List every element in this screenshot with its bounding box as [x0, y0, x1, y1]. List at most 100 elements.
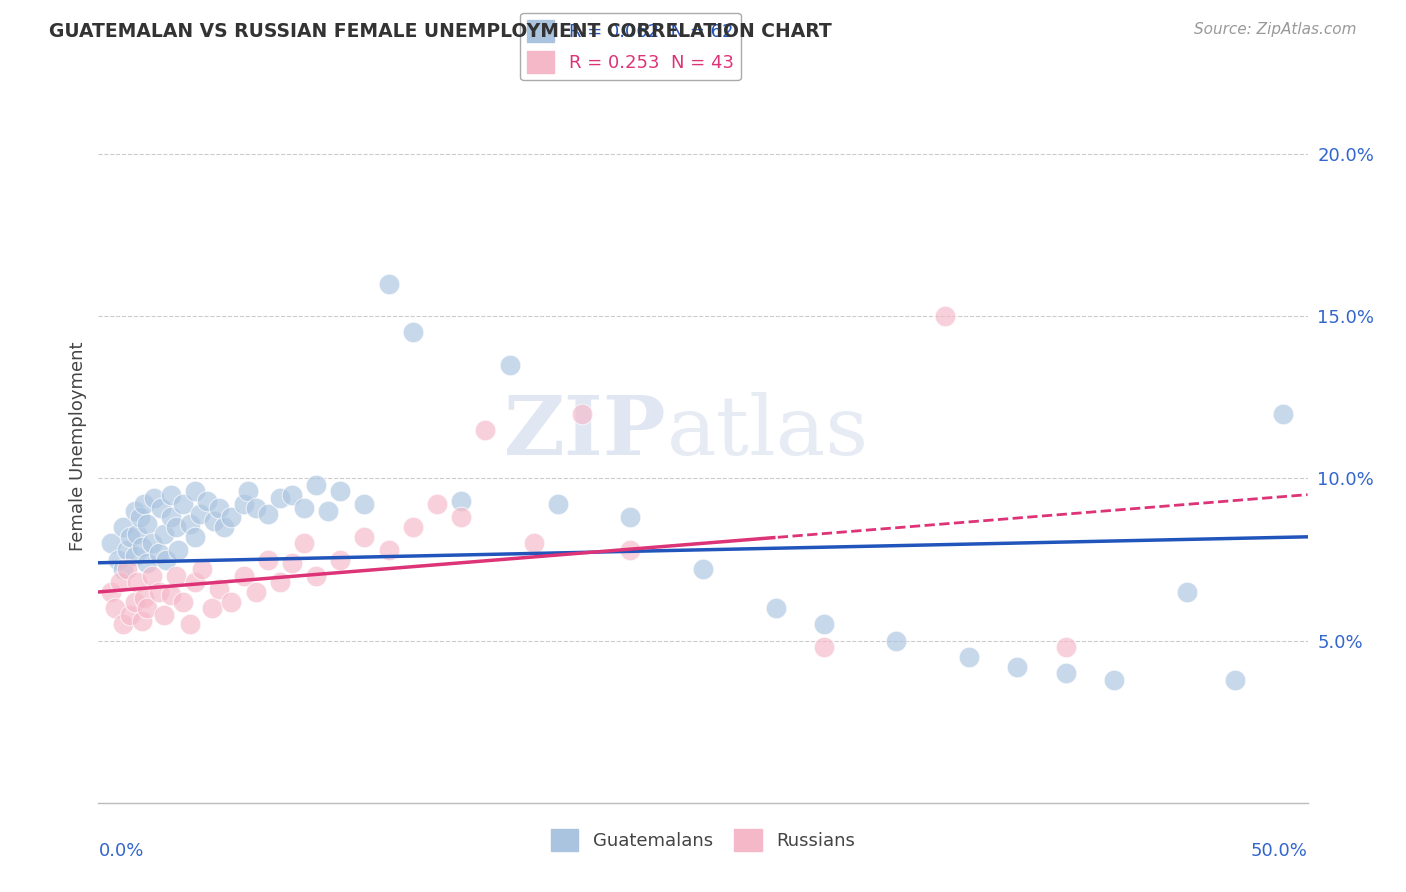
Point	[128, 510, 150, 524]
Point	[127, 575, 149, 590]
Point	[256, 552, 278, 566]
Point	[141, 536, 163, 550]
Text: 0.0%: 0.0%	[98, 842, 143, 860]
Point	[547, 497, 569, 511]
Point	[124, 504, 146, 518]
Point	[134, 497, 156, 511]
Point	[232, 497, 254, 511]
Point	[165, 520, 187, 534]
Point	[191, 562, 214, 576]
Point	[104, 601, 127, 615]
Text: GUATEMALAN VS RUSSIAN FEMALE UNEMPLOYMENT CORRELATION CHART: GUATEMALAN VS RUSSIAN FEMALE UNEMPLOYMEN…	[49, 22, 832, 41]
Point	[188, 507, 211, 521]
Point	[100, 585, 122, 599]
Y-axis label: Female Unemployment: Female Unemployment	[69, 342, 87, 550]
Point	[305, 478, 328, 492]
Point	[184, 575, 207, 590]
Point	[131, 614, 153, 628]
Point	[450, 510, 472, 524]
Point	[402, 326, 425, 340]
Point	[155, 552, 177, 566]
Point	[1007, 659, 1029, 673]
Point	[377, 277, 399, 291]
Text: ZIP: ZIP	[505, 392, 666, 472]
Point	[221, 595, 243, 609]
Point	[1272, 407, 1295, 421]
Point	[208, 500, 231, 515]
Point	[141, 568, 163, 582]
Point	[117, 542, 139, 557]
Point	[957, 649, 980, 664]
Point	[179, 617, 201, 632]
Point	[172, 497, 194, 511]
Point	[292, 500, 315, 515]
Point	[107, 552, 129, 566]
Point	[238, 484, 260, 499]
Legend: Guatemalans, Russians: Guatemalans, Russians	[544, 822, 862, 858]
Point	[269, 575, 291, 590]
Point	[100, 536, 122, 550]
Point	[256, 507, 278, 521]
Point	[160, 488, 183, 502]
Point	[111, 562, 134, 576]
Point	[148, 585, 170, 599]
Point	[117, 562, 139, 576]
Text: atlas: atlas	[666, 392, 869, 472]
Point	[245, 500, 267, 515]
Point	[212, 520, 235, 534]
Point	[108, 575, 131, 590]
Text: 50.0%: 50.0%	[1251, 842, 1308, 860]
Point	[179, 516, 201, 531]
Point	[353, 497, 375, 511]
Point	[377, 542, 399, 557]
Point	[450, 494, 472, 508]
Point	[886, 633, 908, 648]
Point	[118, 607, 141, 622]
Point	[765, 601, 787, 615]
Point	[208, 582, 231, 596]
Point	[160, 588, 183, 602]
Point	[165, 568, 187, 582]
Point	[160, 510, 183, 524]
Point	[402, 520, 425, 534]
Point	[195, 494, 218, 508]
Point	[813, 617, 835, 632]
Point	[152, 607, 174, 622]
Point	[124, 549, 146, 564]
Point	[523, 536, 546, 550]
Point	[305, 568, 328, 582]
Point	[111, 617, 134, 632]
Point	[131, 540, 153, 554]
Point	[167, 542, 190, 557]
Point	[281, 556, 304, 570]
Point	[1102, 673, 1125, 687]
Point	[111, 520, 134, 534]
Point	[934, 310, 956, 324]
Point	[1223, 673, 1246, 687]
Point	[127, 526, 149, 541]
Point	[281, 488, 304, 502]
Point	[184, 530, 207, 544]
Point	[134, 591, 156, 606]
Point	[184, 484, 207, 499]
Point	[204, 514, 226, 528]
Point	[1054, 666, 1077, 681]
Point	[135, 556, 157, 570]
Point	[353, 530, 375, 544]
Point	[143, 491, 166, 505]
Point	[148, 546, 170, 560]
Point	[135, 601, 157, 615]
Point	[692, 562, 714, 576]
Point	[498, 358, 520, 372]
Point	[813, 640, 835, 654]
Point	[245, 585, 267, 599]
Point	[1054, 640, 1077, 654]
Point	[118, 530, 141, 544]
Point	[619, 510, 641, 524]
Point	[316, 504, 339, 518]
Point	[329, 552, 352, 566]
Point	[269, 491, 291, 505]
Point	[124, 595, 146, 609]
Point	[329, 484, 352, 499]
Text: Source: ZipAtlas.com: Source: ZipAtlas.com	[1194, 22, 1357, 37]
